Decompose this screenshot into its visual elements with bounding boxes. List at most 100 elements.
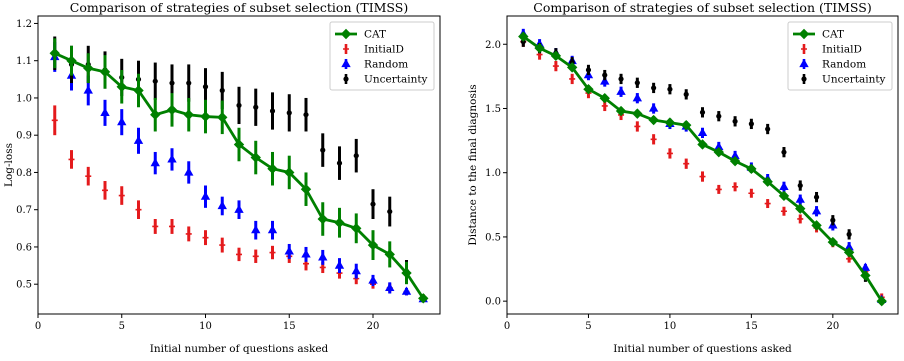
data-point xyxy=(616,86,626,95)
data-point xyxy=(681,119,692,131)
data-point xyxy=(169,80,175,86)
data-point xyxy=(217,112,228,123)
data-point xyxy=(116,81,127,92)
data-point xyxy=(236,102,242,108)
y-tick-label: 0.8 xyxy=(16,168,32,179)
data-point xyxy=(632,108,643,119)
data-point xyxy=(133,85,144,96)
data-point xyxy=(797,182,803,189)
legend-entry-initiald: InitialD xyxy=(364,44,404,56)
x-tick-label: 15 xyxy=(283,321,296,332)
data-point xyxy=(85,173,92,180)
x-tick-label: 10 xyxy=(664,321,677,332)
data-point xyxy=(334,260,345,269)
data-point xyxy=(401,267,412,279)
data-point xyxy=(780,208,787,215)
y-tick-label: 2.0 xyxy=(485,40,501,51)
data-point xyxy=(252,253,259,260)
y-tick-label: 0.7 xyxy=(16,205,32,216)
data-point xyxy=(267,163,278,174)
legend-entry-initiald: InitialD xyxy=(822,44,862,56)
data-point xyxy=(51,117,58,124)
data-point xyxy=(102,187,108,194)
x-tick-label: 5 xyxy=(119,321,125,332)
legend-marker xyxy=(343,76,349,82)
legend-marker xyxy=(341,58,351,68)
y-tick-label: 0.0 xyxy=(485,297,501,308)
data-point xyxy=(320,147,326,153)
data-point xyxy=(351,223,362,234)
data-point xyxy=(385,282,395,292)
series-cat xyxy=(518,31,887,307)
legend-entry-random: Random xyxy=(364,59,408,71)
data-point xyxy=(583,84,594,95)
data-point xyxy=(813,194,820,200)
data-point xyxy=(713,146,724,158)
data-point xyxy=(418,293,429,304)
data-point xyxy=(234,204,244,213)
data-point xyxy=(387,208,393,215)
data-point xyxy=(715,186,722,193)
data-point xyxy=(68,156,75,163)
x-tick-label: 5 xyxy=(585,321,591,332)
chart-title: Comparison of strategies of subset selec… xyxy=(533,0,871,15)
data-point xyxy=(368,275,378,284)
x-axis-label: Initial number of questions asked xyxy=(150,343,329,355)
data-point xyxy=(166,104,178,116)
data-point xyxy=(699,109,706,115)
legend: CAT InitialD Random Uncertainty xyxy=(787,21,893,91)
data-point xyxy=(250,152,261,163)
data-point xyxy=(697,139,708,150)
y-tick-label: 0.5 xyxy=(485,232,501,243)
data-point xyxy=(150,157,160,167)
data-point xyxy=(843,247,855,258)
data-point xyxy=(781,149,787,155)
y-tick-label: 0.6 xyxy=(16,242,32,253)
legend-marker xyxy=(801,46,807,52)
legend-marker xyxy=(340,28,352,40)
data-point xyxy=(251,224,261,234)
data-point xyxy=(117,116,127,126)
data-point xyxy=(83,85,93,94)
data-point xyxy=(650,136,657,143)
x-tick-label: 0 xyxy=(504,321,510,332)
x-tick-label: 20 xyxy=(826,321,839,332)
data-point xyxy=(353,153,359,159)
legend-marker xyxy=(798,28,810,40)
data-point xyxy=(318,252,328,261)
data-point xyxy=(183,109,194,120)
data-point xyxy=(185,230,192,237)
data-point xyxy=(664,117,676,128)
data-point xyxy=(762,176,773,187)
data-point xyxy=(667,86,673,92)
y-tick-label: 1.5 xyxy=(485,104,501,115)
data-point xyxy=(860,262,871,271)
y-tick-label: 1.2 xyxy=(16,19,32,30)
series-cat xyxy=(49,38,429,304)
data-point xyxy=(618,76,624,82)
data-point xyxy=(765,126,771,132)
data-point xyxy=(795,194,805,203)
data-point xyxy=(317,213,328,225)
legend-entry-random: Random xyxy=(822,59,866,71)
data-point xyxy=(569,75,576,82)
data-point xyxy=(152,223,159,230)
data-point xyxy=(219,242,226,249)
data-point xyxy=(666,150,673,157)
data-point xyxy=(827,236,839,248)
data-point xyxy=(552,63,559,70)
data-point xyxy=(66,55,77,66)
data-point xyxy=(585,67,592,73)
data-point xyxy=(169,223,175,230)
data-point xyxy=(99,66,111,78)
data-point xyxy=(152,78,158,84)
legend-box xyxy=(787,21,893,91)
x-axis-label: Initial number of questions asked xyxy=(613,343,792,355)
data-point xyxy=(648,114,659,126)
y-axis-label: Log-loss xyxy=(3,143,15,187)
x-tick-label: 15 xyxy=(745,321,758,332)
y-tick-label: 1.0 xyxy=(16,93,32,104)
data-point xyxy=(202,84,209,90)
y-tick-label: 1.1 xyxy=(16,56,32,67)
data-point xyxy=(284,246,294,255)
